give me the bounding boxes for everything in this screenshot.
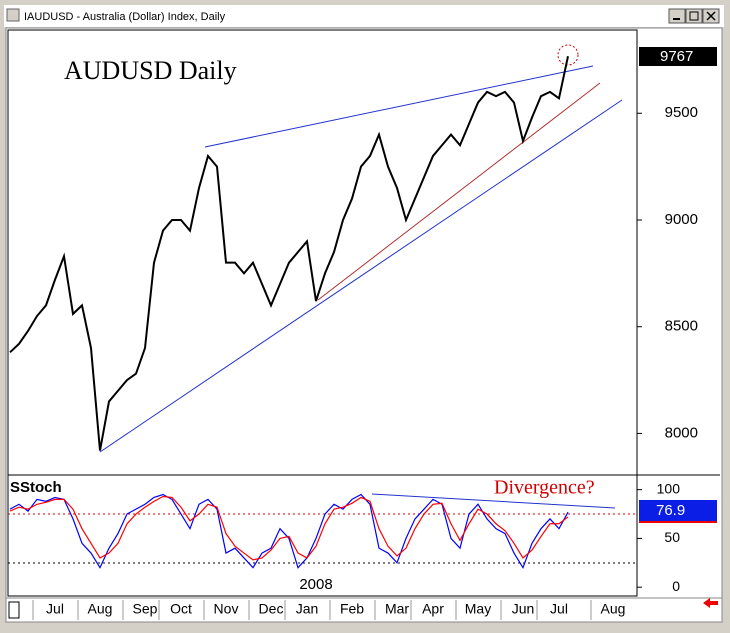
x-tick-label: Jan (296, 601, 319, 617)
window-title: IAUDUSD - Australia (Dollar) Index, Dail… (24, 11, 226, 23)
price-line (9, 495, 569, 561)
y-tick-label: 0 (672, 578, 680, 594)
panel-title: SStoch (10, 479, 62, 496)
x-tick-label: Jul (46, 601, 64, 617)
x-tick-label: Aug (88, 601, 113, 617)
divergence-line (371, 493, 616, 509)
x-tick-label: Mar (385, 601, 409, 617)
scroll-box[interactable] (8, 601, 20, 619)
plot-frame (7, 29, 638, 597)
x-tick-label: Aug (601, 601, 626, 617)
trendline (204, 65, 594, 148)
y-tick-label: 100 (657, 480, 681, 496)
current-value-box (639, 500, 717, 521)
price-line (9, 56, 569, 451)
x-tick-label: Sep (133, 601, 158, 617)
x-tick-label: Apr (422, 601, 444, 617)
x-tick-label: Jul (550, 601, 568, 617)
x-tick-label: Nov (214, 601, 239, 617)
maximize-button[interactable] (685, 8, 703, 24)
highlight-circle (557, 44, 579, 66)
year-label: 2008 (299, 576, 332, 593)
trendline (99, 99, 623, 453)
y-tick-label: 8500 (665, 318, 698, 335)
current-value-box (639, 47, 717, 66)
title-bar (4, 5, 724, 27)
annotation: Divergence? (494, 477, 595, 499)
y-tick-label: 8000 (665, 424, 698, 441)
x-tick-label: Oct (170, 601, 192, 617)
current-value: 76.9 (656, 502, 685, 519)
x-tick-label: Jun (512, 601, 535, 617)
chart-title: AUDUSD Daily (64, 56, 237, 85)
y-tick-label: 9000 (665, 211, 698, 228)
x-axis-bar (5, 597, 723, 623)
window-buttons[interactable] (668, 8, 720, 24)
y-tick-label: 50 (664, 529, 680, 545)
x-tick-label: May (465, 601, 491, 617)
trendline (317, 82, 601, 301)
y-tick-label: 9500 (665, 104, 698, 121)
current-value: 9767 (660, 48, 693, 65)
price-line (9, 493, 569, 570)
x-tick-label: Feb (340, 601, 364, 617)
x-tick-label: Dec (259, 601, 284, 617)
minimize-button[interactable] (668, 8, 686, 24)
app-icon (6, 8, 20, 22)
scroll-arrow[interactable] (703, 598, 718, 608)
